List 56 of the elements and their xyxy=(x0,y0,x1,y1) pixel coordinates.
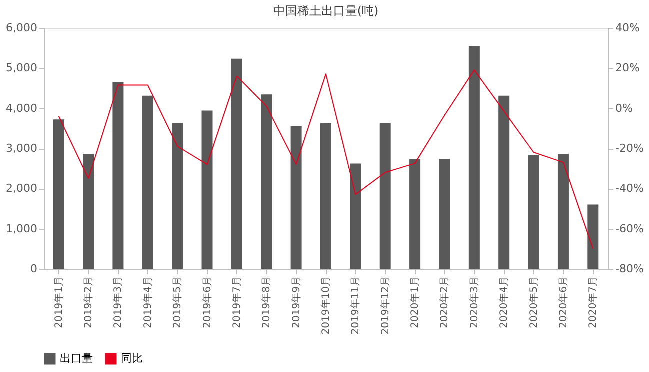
x-tick-label: 2019年10月 xyxy=(320,276,332,335)
bar xyxy=(112,82,124,269)
bar xyxy=(290,126,302,269)
y-tick-label: 5,000 xyxy=(6,62,38,75)
y2-tick-label: -60% xyxy=(616,222,644,236)
bar xyxy=(439,158,450,269)
bar xyxy=(528,155,540,269)
x-tick-label: 2019年9月 xyxy=(290,276,302,328)
y2-tick-label: 40% xyxy=(616,22,640,34)
legend-label: 同比 xyxy=(121,352,143,365)
x-tick-label: 2020年1月 xyxy=(409,276,422,328)
bar xyxy=(202,110,213,269)
x-tick-label: 2020年4月 xyxy=(498,276,510,328)
chart-title: 中国稀土出口量(吨) xyxy=(273,4,379,18)
y2-tick-label: -80% xyxy=(616,262,644,276)
y2-tick-label: 20% xyxy=(616,62,640,75)
x-tick-label: 2020年2月 xyxy=(438,276,451,328)
bar xyxy=(410,158,421,269)
bar xyxy=(53,120,64,269)
x-tick-label: 2020年5月 xyxy=(528,276,540,328)
bar xyxy=(142,96,154,269)
x-tick-label: 2019年6月 xyxy=(201,276,214,328)
y-tick-label: 6,000 xyxy=(6,22,38,34)
y2-tick-label: -20% xyxy=(616,142,644,155)
y-tick-label: 0 xyxy=(30,262,38,276)
x-tick-label: 2019年12月 xyxy=(379,276,392,335)
line-series xyxy=(58,70,594,250)
x-tick-label: 2019年5月 xyxy=(172,276,184,328)
x-tick-label: 2020年3月 xyxy=(468,276,480,328)
x-tick-label: 2019年8月 xyxy=(260,276,273,328)
bar xyxy=(380,123,391,269)
bar xyxy=(558,154,569,269)
bar xyxy=(468,46,480,269)
bar xyxy=(320,123,332,269)
x-tick-label: 2019年1月 xyxy=(52,276,65,328)
bar xyxy=(172,123,184,269)
y-tick-label: 4,000 xyxy=(6,102,38,115)
bar xyxy=(588,204,599,269)
y-tick-label: 2,000 xyxy=(6,182,38,196)
bar xyxy=(231,58,242,269)
bar xyxy=(350,164,362,269)
x-tick-label: 2019年3月 xyxy=(112,276,124,328)
bar xyxy=(261,94,272,269)
x-tick-label: 2019年2月 xyxy=(82,276,95,328)
legend-label: 出口量 xyxy=(60,352,93,365)
y-tick-label: 3,000 xyxy=(6,142,38,155)
bar xyxy=(83,154,94,269)
y2-tick-label: -40% xyxy=(616,182,644,196)
x-tick-label: 2019年7月 xyxy=(230,276,243,328)
bar xyxy=(498,96,510,269)
x-tick-label: 2020年6月 xyxy=(557,276,570,328)
x-tick-label: 2020年7月 xyxy=(587,276,600,328)
y2-tick-label: 0% xyxy=(616,102,633,115)
y-tick-label: 1,000 xyxy=(6,222,38,236)
x-tick-label: 2019年11月 xyxy=(350,276,362,335)
x-tick-label: 2019年4月 xyxy=(142,276,154,328)
